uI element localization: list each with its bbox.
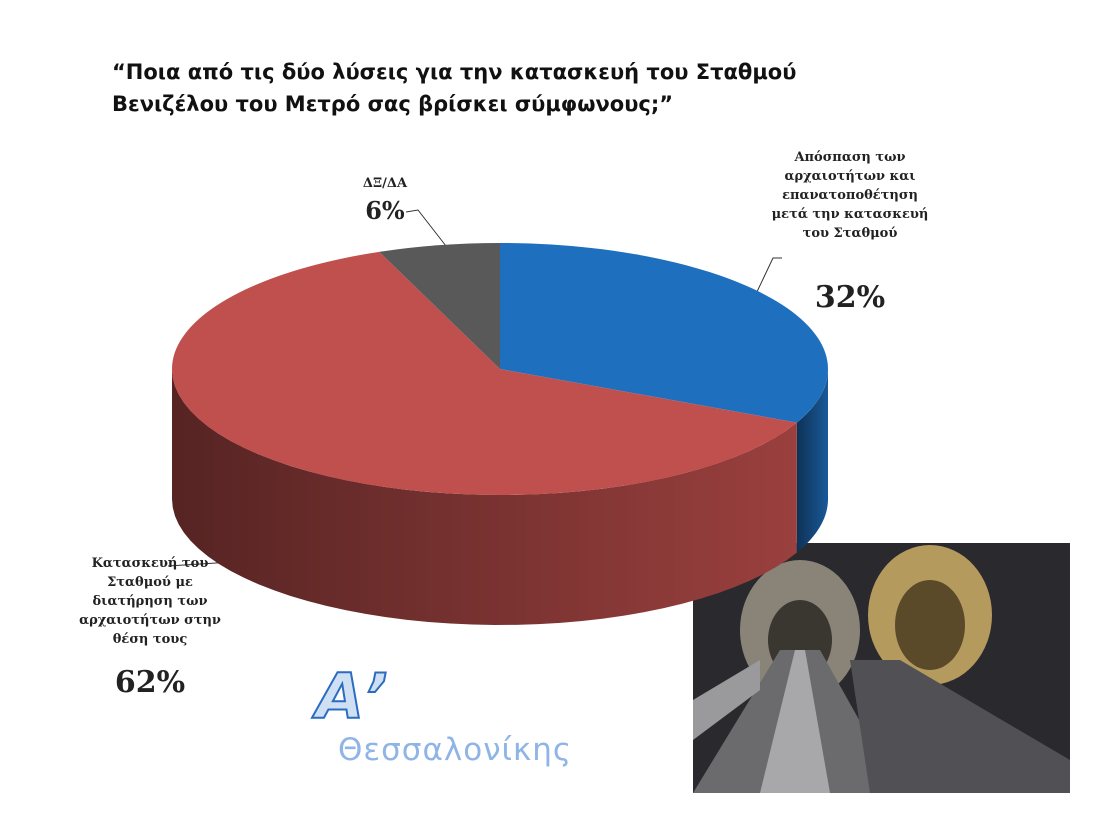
logo-name: Θεσσαλονίκης bbox=[338, 732, 573, 768]
pie-slice bbox=[500, 243, 828, 423]
pie-side bbox=[172, 369, 797, 625]
value-label: 32% bbox=[814, 280, 886, 315]
category-label: ΔΞ/ΔΑ bbox=[362, 176, 408, 191]
pie-slice bbox=[379, 243, 500, 369]
chart-title: “Ποια από τις δύο λύσεις για την κατασκε… bbox=[112, 60, 797, 116]
category-label: Απόσπαση των αρχαιοτήτων και επανατοποθέ… bbox=[771, 150, 929, 241]
pie-slice bbox=[171, 251, 797, 496]
logo-mark: Α’ bbox=[315, 659, 389, 734]
category-label: Κατασκευή του Σταθμού με διατήρηση των α… bbox=[79, 556, 221, 647]
value-label: 6% bbox=[365, 196, 405, 225]
value-label: 62% bbox=[114, 665, 186, 700]
pie-side bbox=[796, 369, 828, 553]
photo bbox=[693, 543, 1070, 793]
